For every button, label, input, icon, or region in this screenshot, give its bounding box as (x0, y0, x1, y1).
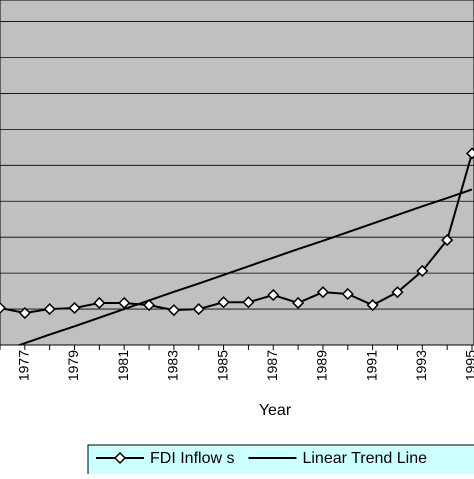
legend-label: FDI Inflow s (150, 450, 234, 467)
marker (68, 301, 81, 315)
x-tick-label: 1989 (314, 350, 330, 381)
x-axis: 1977 1979 1981 1983 1985 1987 1989 1991 1993 1995 (0, 345, 474, 381)
marker (0, 301, 7, 315)
x-tick-label: 1979 (65, 350, 81, 381)
x-tick-label: 1987 (264, 350, 280, 381)
marker (167, 304, 180, 317)
legend-box (87, 444, 474, 479)
marker (43, 303, 56, 316)
marker (441, 234, 454, 247)
marker (341, 287, 354, 301)
marker (267, 288, 280, 302)
legend-label: Linear Trend Line (302, 450, 427, 467)
legend-marker (113, 451, 127, 465)
marker (292, 296, 305, 310)
marker (465, 147, 474, 160)
marker (217, 296, 230, 309)
x-tick-label: 1983 (165, 350, 181, 381)
marker (366, 299, 379, 312)
x-axis-title: Year (259, 402, 292, 419)
series-line (16, 188, 473, 345)
x-tick-label: 1995 (463, 350, 474, 381)
series-group (0, 147, 474, 345)
x-tick-label: 1981 (115, 350, 131, 381)
marker (142, 299, 156, 312)
marker (242, 296, 255, 309)
marker (118, 296, 131, 310)
grid (0, 21, 474, 310)
marker (316, 286, 330, 299)
marker (416, 264, 429, 278)
marker (391, 286, 404, 299)
x-tick-label: 1977 (16, 350, 32, 381)
x-tick-label: 1991 (363, 350, 379, 381)
marker (18, 306, 31, 320)
legend: FDI Inflow s Linear Trend Line (87, 444, 474, 479)
x-tick-label: 1985 (214, 350, 230, 381)
plot-area (0, 0, 474, 346)
marker (93, 296, 106, 310)
x-tick-label: 1993 (413, 350, 429, 381)
marker (192, 303, 205, 316)
